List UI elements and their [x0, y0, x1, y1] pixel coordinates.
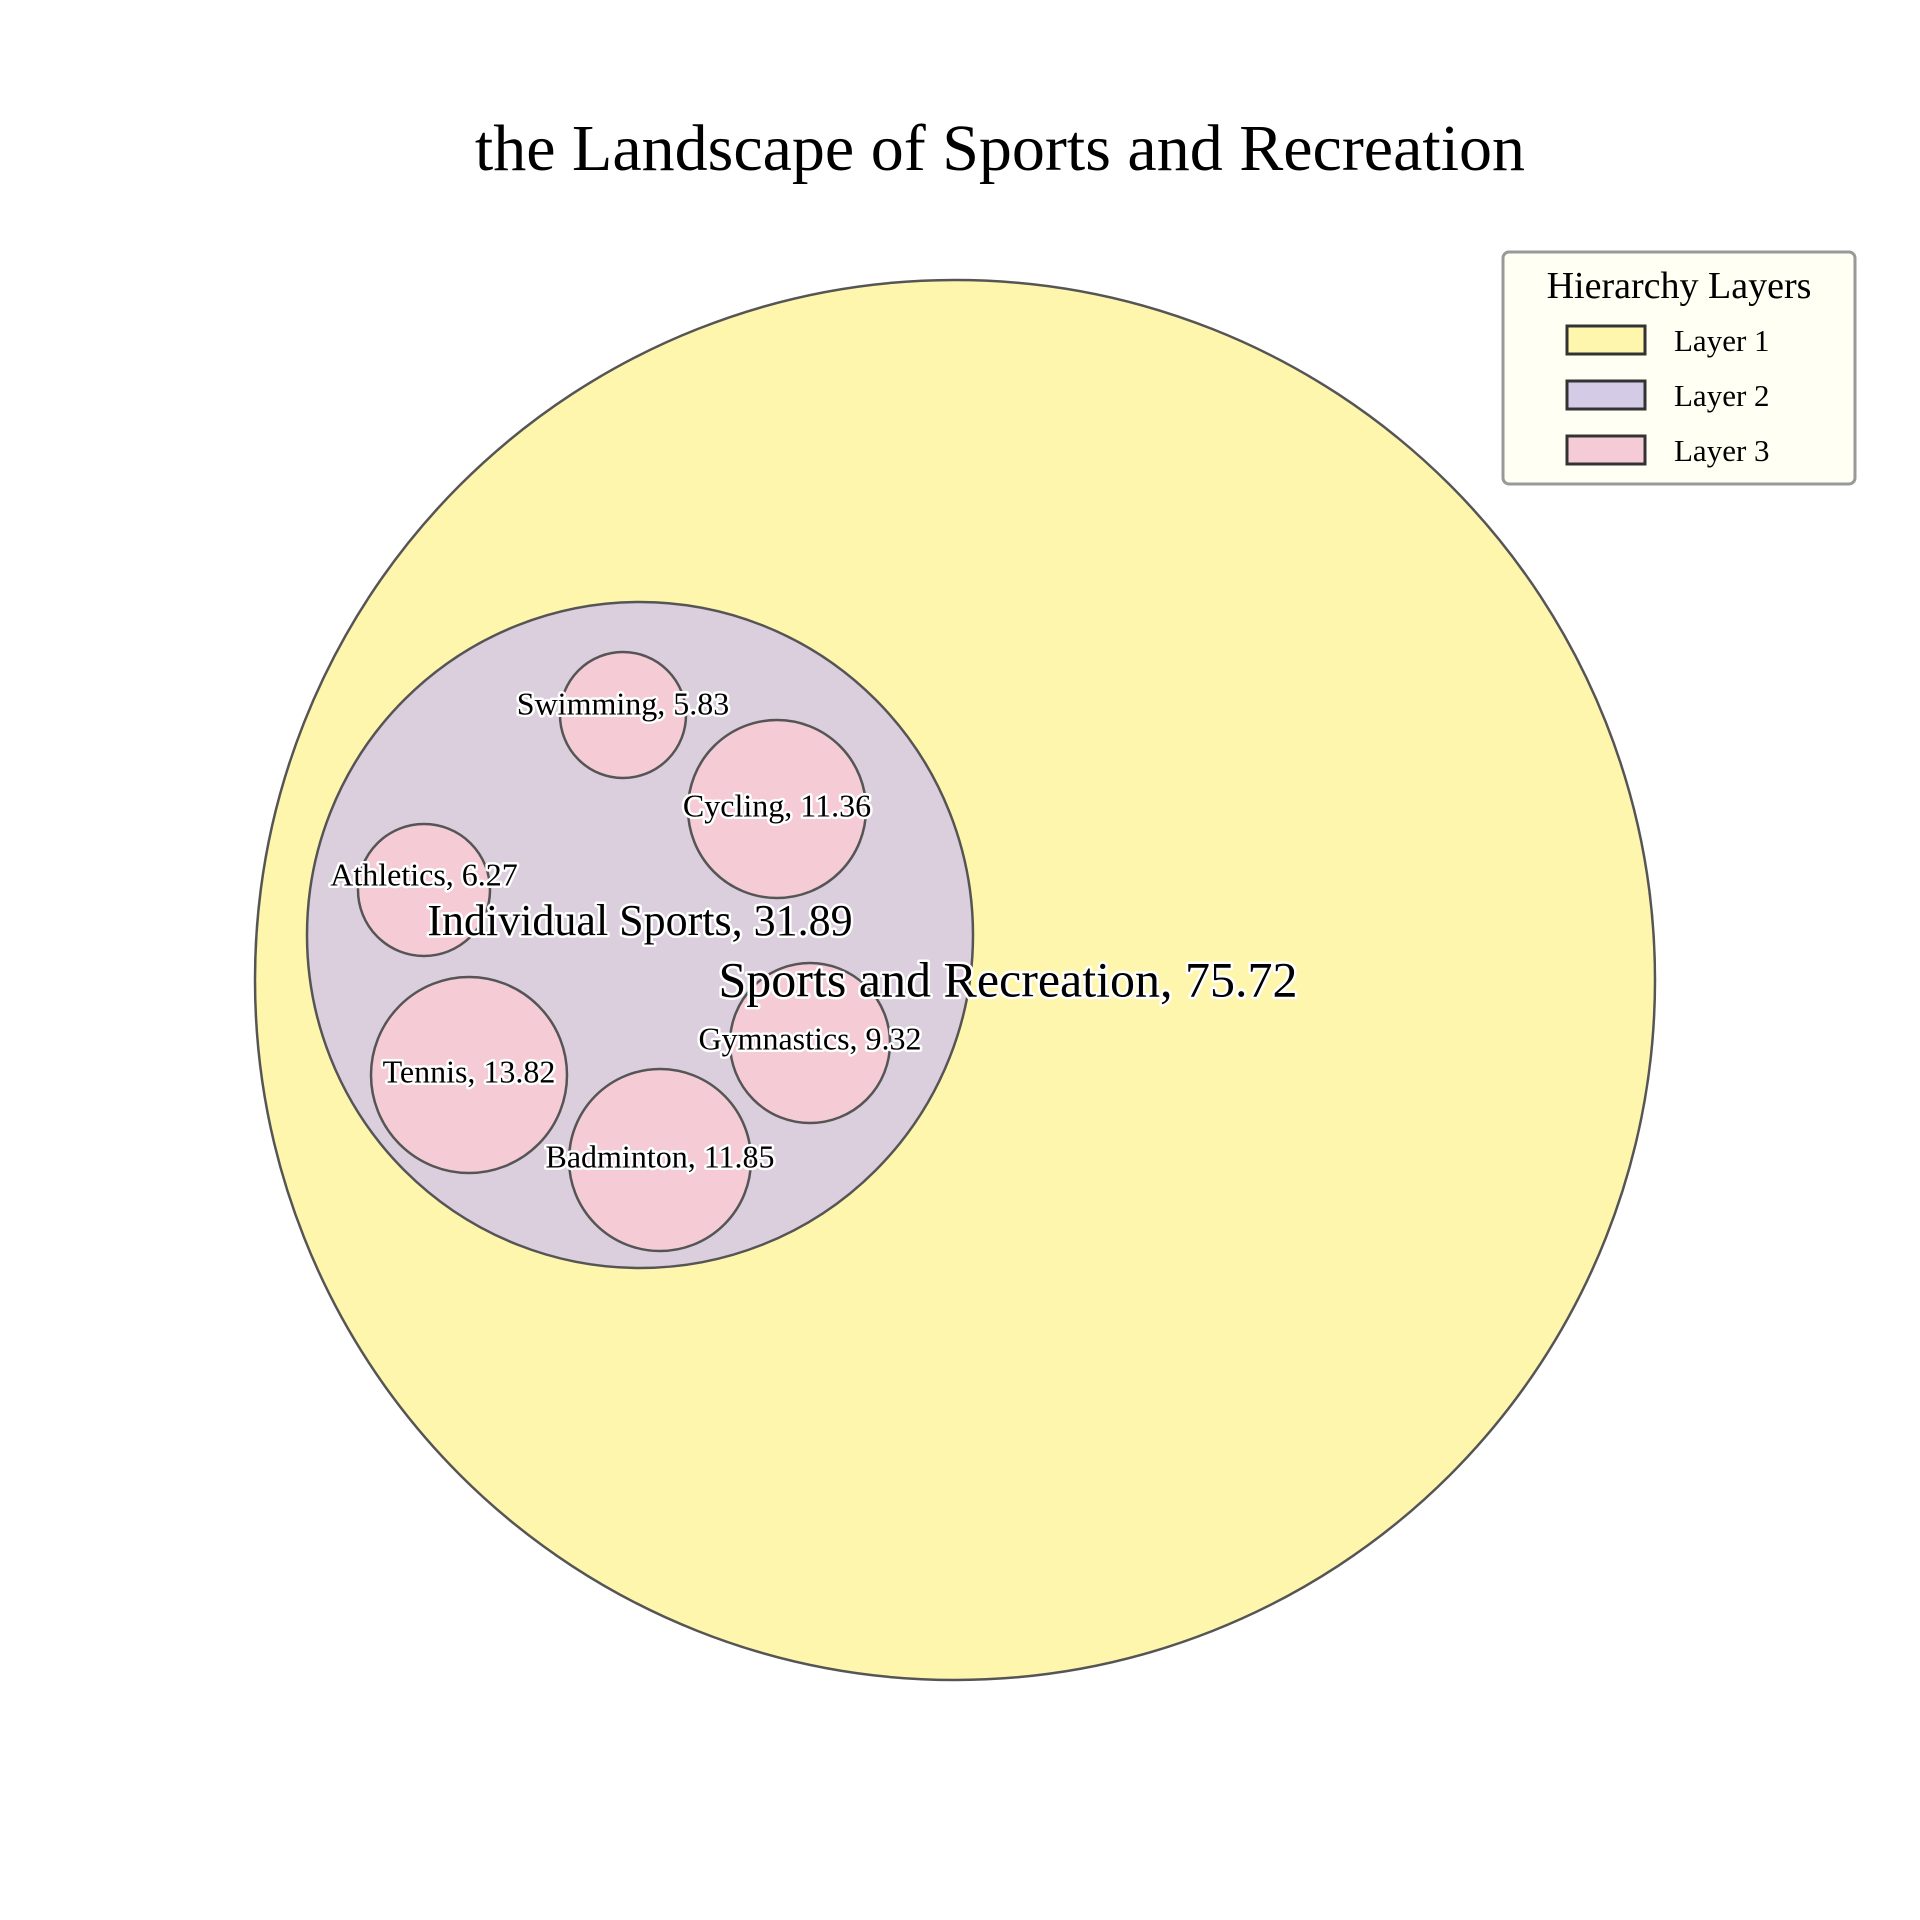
label-gymnastics: Gymnastics, 9.32 [698, 1020, 921, 1056]
label-cycling: Cycling, 11.36 [683, 787, 871, 823]
legend-swatch-layer-1 [1565, 324, 1647, 356]
legend-label-layer-1: Layer 1 [1674, 323, 1770, 358]
legend-label-layer-2: Layer 2 [1674, 378, 1770, 413]
legend-swatch-layer-2 [1565, 379, 1647, 411]
bubble-group: Swimming, 5.83 Cycling, 11.36 Athletics, 6… [253, 278, 1657, 1682]
label-tennis: Tennis, 13.82 [383, 1053, 556, 1089]
bubble-athletics [356, 822, 492, 958]
label-swimming: Swimming, 5.83 [517, 685, 729, 721]
label-sports-and-recreation: Sports and Recreation, 75.72 [718, 951, 1297, 1007]
bubble-badminton [567, 1067, 753, 1253]
bubble-swimming [558, 650, 688, 780]
label-badminton: Badminton, 11.85 [545, 1138, 774, 1174]
legend: Hierarchy Layers Layer 1 Layer 2 Layer 3 [1501, 250, 1857, 486]
legend-swatch-layer-3 [1565, 434, 1647, 466]
chart-title: the Landscape of Sports and Recreation [475, 112, 1525, 185]
label-individual-sports: Individual Sports, 31.89 [427, 896, 852, 945]
bubble-tennis [369, 975, 569, 1175]
bubble-gymnastics [728, 961, 892, 1125]
legend-label-layer-3: Layer 3 [1674, 433, 1770, 468]
label-athletics: Athletics, 6.27 [330, 856, 518, 892]
legend-title: Hierarchy Layers [1547, 265, 1812, 307]
legend-frame [1501, 250, 1857, 486]
bubble-cycling [686, 718, 868, 900]
